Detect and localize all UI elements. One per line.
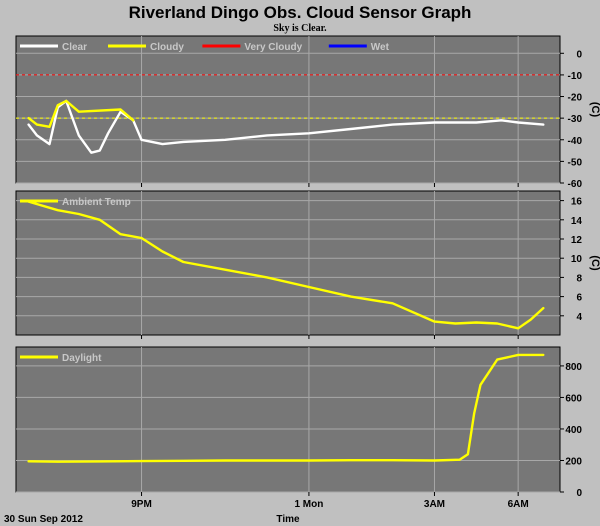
y-tick-label: 8	[576, 273, 582, 284]
panel-ambient-temperature: 16 14 12 10 8 6 4 (C) Ambient Temp	[15, 190, 600, 339]
sky-status: Sky is Clear.	[273, 23, 327, 34]
y-tick-label: 600	[565, 393, 582, 404]
x-tick-label: 1 Mon	[294, 499, 323, 510]
x-tick-label: 6AM	[508, 499, 529, 510]
legend-label: Wet	[371, 42, 390, 53]
chart-title: Riverland Dingo Obs. Cloud Sensor Graph	[129, 3, 472, 22]
x-tick-label: 9PM	[131, 499, 152, 510]
legend-label: Clear	[62, 42, 87, 53]
series-line-ambient-temp	[27, 200, 545, 330]
y-axis-label: (C)	[589, 255, 600, 271]
y-tick-label: 12	[571, 235, 583, 246]
panel-sky-temperature: 0 -10 -20 -30 -40 -50 -60 (C) Clear Cloudy Very Cl…	[15, 35, 600, 190]
y-tick-label: -30	[568, 114, 583, 125]
series-line-cloudy	[27, 99, 135, 129]
y-axis-label: (C)	[589, 102, 600, 118]
y-tick-label: 16	[571, 197, 583, 208]
y-tick-label: -10	[568, 71, 583, 82]
y-tick-label: 0	[576, 488, 582, 499]
y-tick-label: 800	[565, 362, 582, 373]
plot-area	[15, 346, 561, 493]
y-tick-label: 0	[576, 49, 582, 60]
y-tick-label: 10	[571, 254, 583, 265]
y-tick-label: -20	[568, 93, 583, 104]
series-line-daylight	[27, 353, 545, 463]
legend-label: Ambient Temp	[62, 197, 131, 208]
y-tick-label: 6	[576, 293, 582, 304]
y-tick-label: -60	[568, 179, 583, 190]
panel-daylight: 800 600 400 200 0 Daylight	[15, 346, 582, 499]
legend-label: Cloudy	[150, 42, 184, 53]
y-tick-label: 14	[571, 216, 583, 227]
y-tick-label: 4	[576, 312, 582, 323]
x-tick-label: 3AM	[424, 499, 445, 510]
x-axis-label: Time	[276, 514, 300, 525]
date-label: 30 Sun Sep 2012	[4, 514, 83, 525]
y-tick-label: -50	[568, 157, 583, 168]
legend-label: Daylight	[62, 353, 102, 364]
y-tick-label: -40	[568, 136, 583, 147]
plot-area	[15, 190, 561, 336]
legend-label: Very Cloudy	[244, 42, 302, 53]
y-tick-label: 200	[565, 456, 582, 467]
y-tick-label: 400	[565, 425, 582, 436]
